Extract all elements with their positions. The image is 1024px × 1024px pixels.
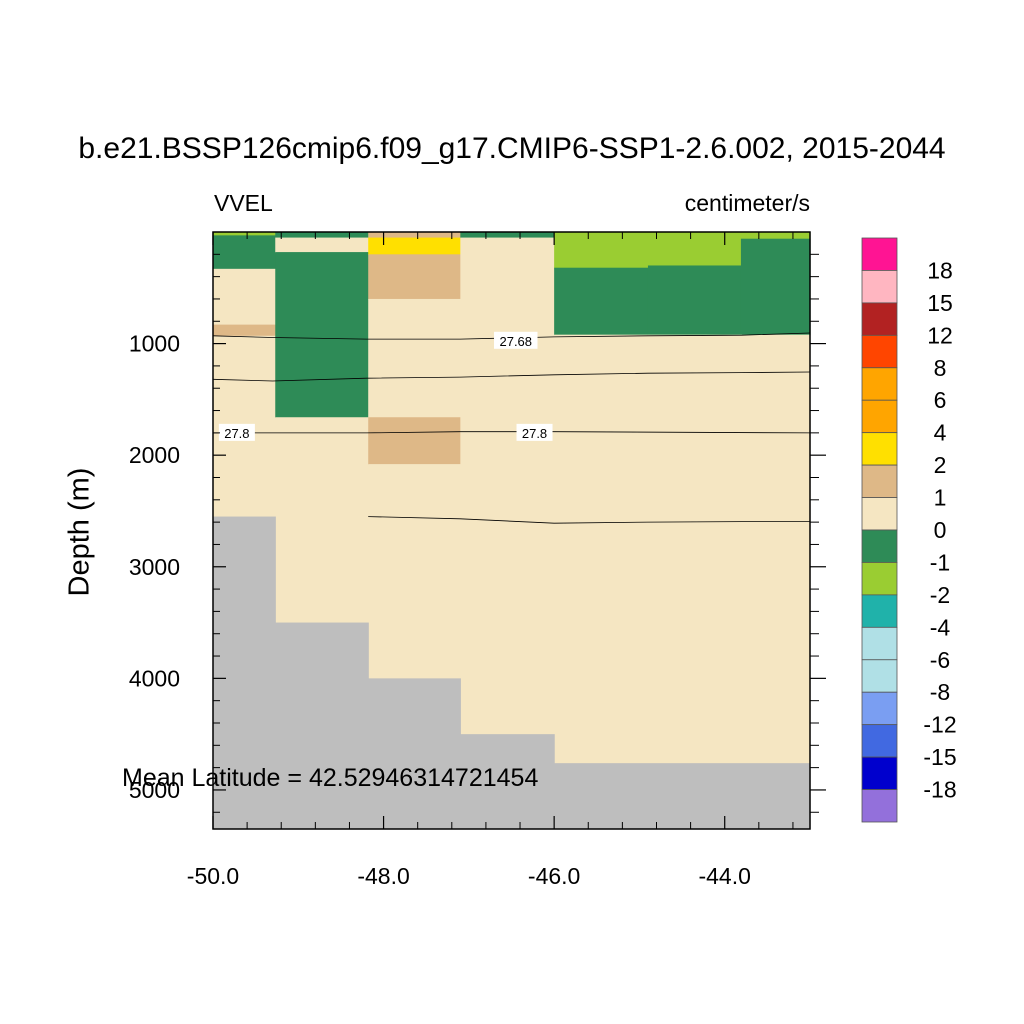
velocity-cell — [275, 232, 369, 239]
colorbar-label: 4 — [934, 420, 947, 446]
colorbar-box — [861, 464, 898, 498]
contour-label: 27.8 — [522, 426, 547, 441]
bathymetry-mask — [213, 516, 811, 829]
x-axis: -50.0 -48.0 -46.0 -44.0 — [187, 232, 794, 889]
colorbar-label: 2 — [934, 452, 947, 478]
velocity-cell — [647, 232, 742, 238]
velocity-cell — [740, 238, 811, 336]
colorbar-label: 12 — [927, 322, 953, 348]
contour-label: 27.68 — [499, 334, 532, 349]
y-tick-label: 2000 — [129, 442, 180, 468]
variable-units: centimeter/s — [684, 190, 810, 216]
colorbar-box — [861, 659, 898, 693]
colorbar-box — [861, 432, 898, 466]
colorbar-box — [861, 237, 898, 271]
colorbar-label: -1 — [930, 549, 950, 575]
colorbar-box — [861, 756, 898, 790]
density-contours: 27.68 27.8 27.8 — [212, 331, 811, 524]
contour-line — [212, 371, 811, 382]
colorbar-label: 8 — [934, 355, 947, 381]
colorbar-box — [861, 270, 898, 304]
colorbar-box — [861, 399, 898, 434]
variable-name: VVEL — [214, 190, 273, 216]
contour-line — [213, 431, 811, 434]
contour-label: 27.8 — [224, 426, 249, 441]
colorbar-box — [861, 691, 898, 726]
plot-frame — [212, 231, 811, 830]
colorbar-label: 18 — [927, 257, 953, 283]
x-tick-label: -50.0 — [187, 863, 239, 889]
velocity-cell — [368, 254, 461, 300]
colorbar-box — [861, 334, 898, 369]
velocity-cell — [554, 334, 649, 764]
velocity-cell — [554, 267, 649, 336]
chart-title: b.e21.BSSP126cmip6.f09_g17.CMIP6-SSP1-2.… — [78, 132, 946, 165]
colorbar-box — [861, 626, 898, 661]
colorbar-label: -6 — [930, 647, 950, 673]
colorbar-label: 1 — [934, 485, 947, 511]
colorbar-box — [861, 497, 898, 531]
colorbar-label: 6 — [934, 387, 947, 413]
velocity-cell — [368, 464, 461, 679]
colorbar-label: -12 — [923, 712, 956, 738]
land-cell — [275, 622, 369, 829]
colorbar-box — [861, 594, 898, 628]
colorbar-label: 0 — [934, 517, 947, 543]
velocity-cell — [554, 232, 649, 238]
colorbar-box — [861, 789, 898, 823]
velocity-cell — [213, 324, 276, 337]
velocity-cell — [647, 265, 742, 336]
colorbar-box — [861, 529, 898, 563]
x-tick-label: -46.0 — [528, 863, 580, 889]
colorbar-box — [861, 302, 898, 336]
x-tick-label: -44.0 — [698, 863, 750, 889]
velocity-cell — [740, 232, 811, 240]
land-cell — [368, 678, 461, 829]
land-cell — [213, 516, 276, 829]
colorbar: 18 15 12 8 6 4 2 1 0 -1 -2 -4 -6 -8 -12 -15 -18 — [861, 237, 957, 823]
contour-label-box — [516, 423, 553, 441]
velocity-cell — [213, 232, 276, 236]
y-tick-label: 1000 — [129, 331, 180, 357]
velocity-cell — [460, 232, 555, 239]
land-cell — [554, 763, 811, 829]
x-tick-label: -48.0 — [357, 863, 409, 889]
contour-line — [368, 516, 810, 524]
mean-latitude-note: Mean Latitude = 42.52946314721454 — [122, 764, 539, 792]
velocity-cell — [647, 236, 742, 267]
velocity-cell — [368, 237, 461, 255]
velocity-cell — [368, 232, 461, 239]
velocity-cell — [554, 236, 649, 269]
contour-label-box — [218, 423, 255, 441]
velocity-cell — [368, 298, 461, 418]
land-cell — [460, 734, 555, 829]
colorbar-label: -2 — [930, 582, 950, 608]
y-tick-label: 3000 — [129, 554, 180, 580]
velocity-cell — [213, 268, 276, 326]
colorbar-label: -8 — [930, 679, 950, 705]
colorbar-label: -18 — [923, 777, 956, 803]
velocity-cell — [740, 334, 811, 764]
colorbar-label: -4 — [930, 614, 951, 640]
colorbar-box — [861, 724, 898, 758]
colorbar-label: -15 — [923, 744, 956, 770]
y-tick-label: 5000 — [129, 777, 180, 803]
contour-label-box — [494, 331, 538, 349]
velocity-cell — [368, 417, 461, 465]
colorbar-label: 15 — [927, 290, 953, 316]
colorbar-box — [861, 367, 898, 401]
velocity-cell — [275, 252, 369, 418]
velocity-cell — [460, 237, 555, 735]
velocity-cell — [213, 235, 276, 270]
velocity-cell — [647, 334, 742, 764]
y-tick-label: 4000 — [129, 665, 180, 691]
velocity-cell — [275, 417, 369, 624]
velocity-cell — [275, 237, 369, 253]
y-axis: 1000 2000 3000 4000 5000 — [129, 253, 826, 813]
colorbar-box — [861, 562, 898, 596]
